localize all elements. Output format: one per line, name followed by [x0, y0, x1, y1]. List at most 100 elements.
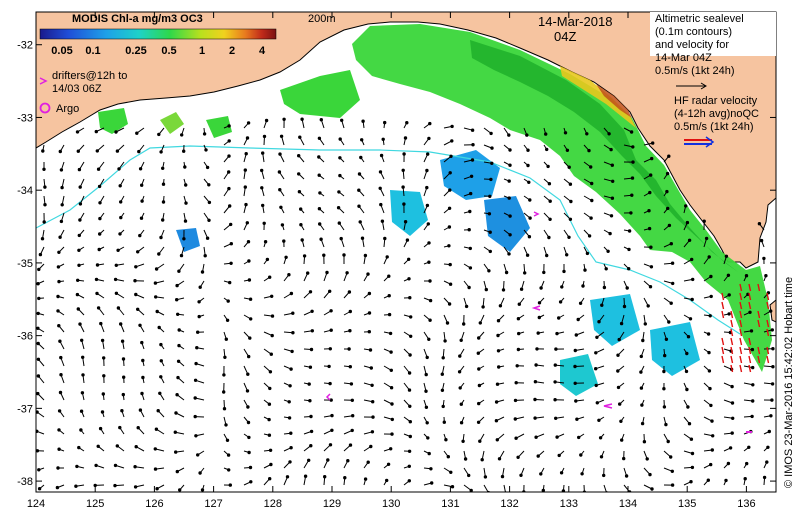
velocity-vector-head: [488, 249, 492, 254]
velocity-vector-head: [339, 236, 343, 241]
chlorophyll-west-patch-1: [98, 108, 128, 134]
velocity-vector-head: [407, 277, 411, 281]
velocity-vector-head: [567, 165, 571, 169]
velocity-vector-head: [302, 254, 307, 258]
velocity-vector-head: [134, 445, 138, 449]
velocity-vector-head: [300, 238, 304, 242]
velocity-vector-head: [490, 161, 494, 166]
velocity-vector-head: [408, 353, 412, 357]
velocity-vector-head: [403, 220, 408, 224]
velocity-vector-head: [226, 453, 231, 457]
velocity-vector-head: [598, 436, 603, 440]
velocity-vector-head: [94, 463, 98, 468]
velocity-vector-head: [608, 231, 612, 236]
velocity-vector-head: [269, 352, 273, 356]
velocity-vector-head: [651, 141, 655, 145]
altimetry-legend: Altimetric sealevel (0.1m contours) and …: [650, 12, 776, 90]
velocity-vector-head: [288, 460, 292, 464]
velocity-vector-head: [665, 189, 669, 194]
velocity-vector-head: [287, 400, 291, 404]
velocity-vector-head: [545, 147, 549, 152]
velocity-vector-head: [408, 296, 412, 300]
velocity-vector-head: [589, 165, 593, 169]
velocity-vector-head: [340, 118, 344, 123]
velocity-vector-head: [459, 421, 464, 425]
velocity-vector-head: [467, 285, 471, 290]
velocity-vector-head: [495, 438, 499, 442]
velocity-vector-head: [487, 269, 491, 273]
velocity-vector-head: [246, 405, 250, 409]
velocity-vector-head: [119, 215, 123, 220]
hf-radar-vector: [739, 346, 743, 355]
velocity-vector-head: [689, 437, 694, 441]
velocity-vector-head: [98, 232, 102, 236]
velocity-vector-head: [36, 449, 40, 453]
velocity-vector-head: [308, 290, 313, 294]
hf-radar-vector: [730, 346, 734, 355]
velocity-vector-head: [328, 443, 333, 447]
velocity-vector-head: [590, 181, 594, 186]
velocity-vector-head: [516, 455, 520, 459]
velocity-vector-head: [367, 330, 371, 334]
velocity-vector-head: [282, 117, 286, 122]
velocity-vector-head: [95, 291, 99, 296]
velocity-vector-head: [648, 285, 653, 289]
velocity-vector-head: [691, 277, 695, 282]
velocity-vector-head: [309, 429, 314, 434]
velocity-vector-head: [574, 399, 578, 403]
velocity-vector-head: [297, 190, 302, 194]
velocity-vector-head: [248, 336, 252, 340]
velocity-vector-head: [594, 383, 598, 388]
plot-frame: [35, 11, 777, 493]
lon-tick-label: 127: [204, 498, 222, 510]
velocity-vector-head: [578, 301, 583, 305]
velocity-vector-head: [724, 478, 728, 483]
velocity-vector-head: [60, 185, 64, 190]
velocity-vector-head: [458, 386, 462, 390]
velocity-vector-head: [378, 186, 382, 191]
velocity-vector-head: [609, 147, 613, 152]
velocity-vector-head: [330, 413, 334, 418]
velocity-vector-head: [585, 132, 589, 136]
hf-radar-vector: [739, 310, 743, 319]
velocity-vector-head: [477, 401, 481, 406]
velocity-vector-head: [140, 391, 144, 396]
velocity-vector-head: [497, 457, 502, 461]
velocity-vector-head: [748, 310, 752, 314]
velocity-vector-head: [449, 154, 453, 159]
velocity-vector-head: [310, 329, 314, 333]
velocity-vector-head: [77, 248, 81, 253]
velocity-vector-head: [706, 332, 711, 336]
lon-tick-label: 130: [382, 498, 400, 510]
lon-tick-label: 125: [86, 498, 104, 510]
velocity-vector-head: [448, 188, 452, 192]
velocity-vector-head: [96, 167, 101, 171]
velocity-vector-head: [289, 291, 294, 296]
velocity-vector-head: [182, 149, 186, 153]
altimetric-velocity-vectors: [36, 117, 775, 492]
velocity-vector-head: [227, 170, 231, 174]
velocity-vector-head: [37, 487, 42, 491]
velocity-vector-head: [641, 338, 645, 343]
velocity-vector-head: [650, 156, 654, 161]
velocity-vector-head: [80, 338, 84, 342]
velocity-vector-head: [448, 171, 452, 175]
velocity-vector-head: [96, 306, 101, 310]
velocity-vector-head: [536, 331, 540, 335]
velocity-vector-head: [156, 409, 160, 413]
time-label: 04Z: [554, 29, 576, 44]
velocity-vector-head: [707, 255, 711, 259]
velocity-vector-head: [507, 252, 511, 256]
velocity-vector-head: [622, 304, 627, 309]
lon-tick-label: 131: [441, 498, 459, 510]
copyright-label: © IMOS 23-Mar-2016 15:42:02 Hobart time: [783, 277, 795, 488]
velocity-vector-head: [646, 304, 650, 308]
velocity-vector-head: [534, 363, 538, 367]
hf-radar-vector: [739, 355, 743, 364]
velocity-vector-head: [157, 325, 161, 330]
velocity-vector-head: [177, 343, 181, 348]
velocity-vector-head: [308, 399, 312, 403]
velocity-vector-head: [154, 267, 159, 271]
velocity-vector-head: [317, 207, 322, 211]
velocity-vector-head: [98, 426, 103, 431]
